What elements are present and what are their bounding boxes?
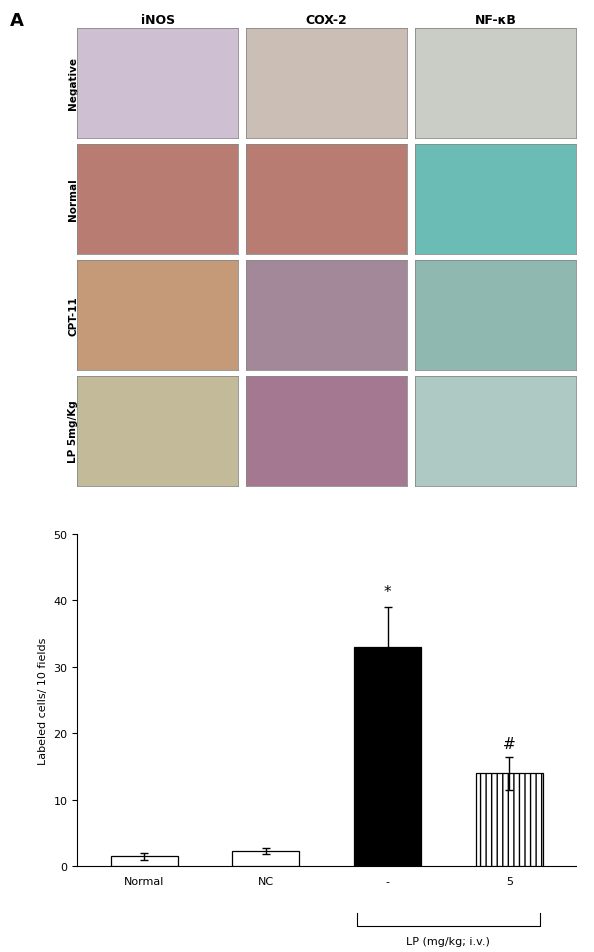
Y-axis label: Labeled cells/ 10 fields: Labeled cells/ 10 fields xyxy=(38,637,48,764)
Title: iNOS: iNOS xyxy=(141,14,175,28)
Y-axis label: Normal: Normal xyxy=(68,178,78,221)
Text: LP (mg/kg; i.v.): LP (mg/kg; i.v.) xyxy=(406,936,490,946)
Y-axis label: Negative: Negative xyxy=(68,57,78,110)
Bar xyxy=(354,647,421,866)
Y-axis label: LP 5mg/Kg: LP 5mg/Kg xyxy=(68,400,78,463)
Y-axis label: CPT-11: CPT-11 xyxy=(68,296,78,335)
Title: COX-2: COX-2 xyxy=(306,14,347,28)
Title: NF-κB: NF-κB xyxy=(475,14,517,28)
Text: #: # xyxy=(503,737,516,751)
Bar xyxy=(110,857,178,866)
Text: *: * xyxy=(384,585,391,600)
Text: A: A xyxy=(10,12,24,30)
Bar xyxy=(232,851,299,866)
Bar xyxy=(476,773,543,866)
